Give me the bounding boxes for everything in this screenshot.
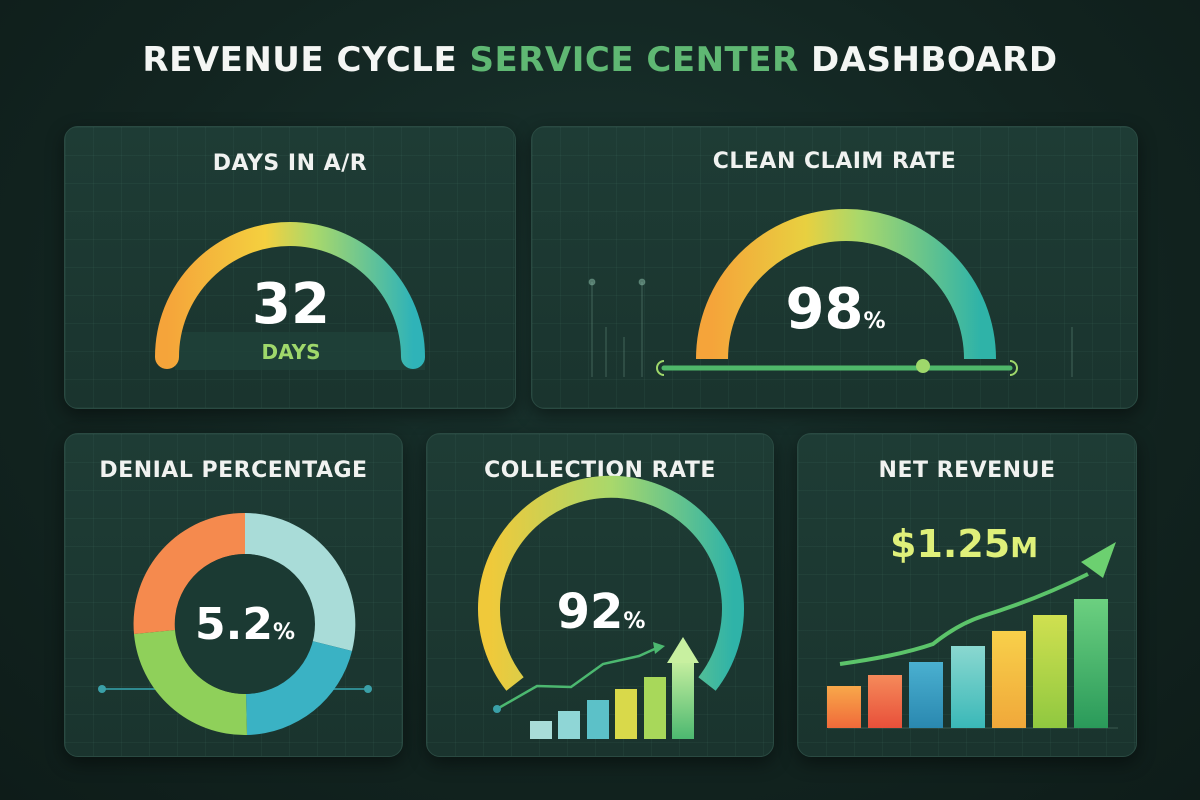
gauge-bar-chart (478, 475, 744, 739)
card-days-in-ar[interactable]: DAYS IN A/R 32 DAYS (64, 126, 516, 409)
days-value: 32 (252, 272, 330, 337)
card-clean-claim-rate[interactable]: CLEAN CLAIM RATE 98% (531, 126, 1138, 409)
gauge-chart (588, 209, 1073, 377)
value-unit: % (863, 309, 886, 334)
card-net-revenue[interactable]: NET REVENUE $1.25M (797, 433, 1137, 757)
card-title: NET REVENUE (878, 458, 1056, 483)
donut-chart (98, 512, 372, 736)
clean-claim-value: 98% (532, 277, 1137, 342)
title-part-2: DASHBOARD (798, 40, 1058, 80)
bar-chart (827, 542, 1118, 729)
value-unit: % (272, 620, 295, 645)
value-number: 5.2 (195, 599, 273, 650)
net-revenue-value: $1.25M (890, 522, 1038, 566)
value-unit: % (623, 609, 646, 634)
title-accent: SERVICE CENTER (469, 40, 799, 80)
card-title: DAYS IN A/R (212, 151, 368, 176)
value-number: 98 (785, 277, 864, 342)
gauge-chart (155, 222, 425, 370)
card-title: CLEAN CLAIM RATE (712, 149, 957, 174)
card-collection-rate[interactable]: COLLECTION RATE 92% (426, 433, 774, 757)
value-number: $1.25 (890, 522, 1011, 566)
collection-value: 92% (427, 584, 773, 640)
value-unit: M (1010, 531, 1039, 564)
title-part-1: REVENUE CYCLE (142, 40, 470, 80)
card-denial-percentage[interactable]: DENIAL PERCENTAGE 5.2% (64, 433, 403, 757)
denial-value: 5.2% (65, 599, 402, 650)
value-number: 92 (556, 584, 624, 640)
card-title: DENIAL PERCENTAGE (99, 458, 368, 483)
days-unit: DAYS (261, 340, 321, 364)
dashboard-title: REVENUE CYCLE SERVICE CENTER DASHBOARD (0, 40, 1200, 80)
